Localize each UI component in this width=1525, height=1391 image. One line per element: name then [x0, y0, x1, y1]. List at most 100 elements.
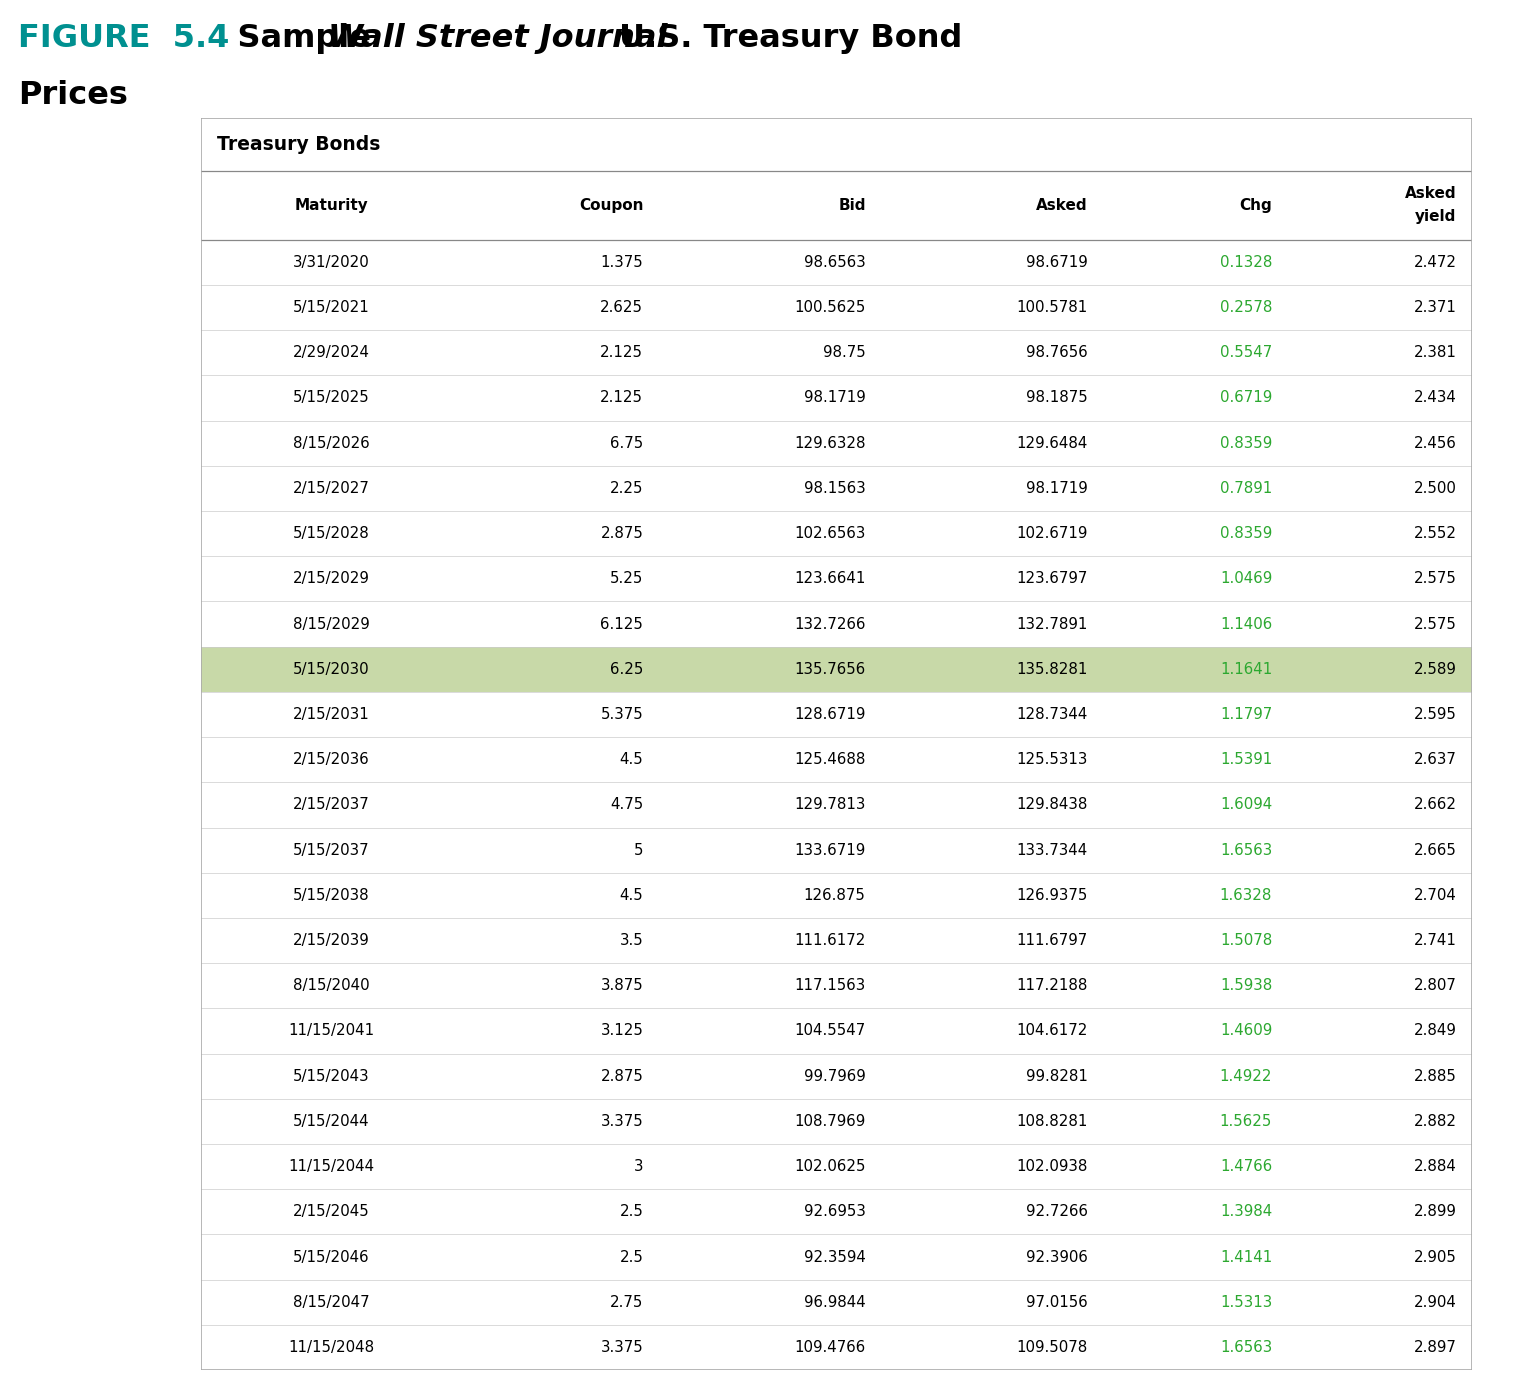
Text: 1.5938: 1.5938	[1220, 978, 1272, 993]
Text: 129.7813: 129.7813	[795, 797, 866, 812]
Text: 2.905: 2.905	[1414, 1249, 1456, 1264]
Text: 2/15/2036: 2/15/2036	[293, 753, 371, 768]
Bar	[201, 782, 1472, 828]
Bar	[201, 420, 1472, 466]
Text: 2.882: 2.882	[1414, 1114, 1456, 1129]
Text: 5/15/2025: 5/15/2025	[293, 391, 371, 405]
Text: 1.0469: 1.0469	[1220, 572, 1272, 587]
Text: 1.6094: 1.6094	[1220, 797, 1272, 812]
Text: 3.375: 3.375	[601, 1114, 644, 1129]
Text: 135.8281: 135.8281	[1017, 662, 1087, 677]
Text: Chg: Chg	[1240, 198, 1272, 213]
Text: 128.6719: 128.6719	[795, 707, 866, 722]
Text: 109.4766: 109.4766	[795, 1340, 866, 1355]
Bar	[201, 1324, 1472, 1370]
Text: 100.5625: 100.5625	[795, 300, 866, 314]
Text: 2/15/2029: 2/15/2029	[293, 572, 371, 587]
Text: 98.1563: 98.1563	[804, 481, 866, 495]
Text: 2.807: 2.807	[1414, 978, 1456, 993]
Text: 2.575: 2.575	[1414, 616, 1456, 632]
Text: 1.4922: 1.4922	[1220, 1068, 1272, 1084]
Text: 104.5547: 104.5547	[795, 1024, 866, 1039]
Text: 97.0156: 97.0156	[1026, 1295, 1087, 1310]
Bar	[201, 737, 1472, 782]
Text: 129.8438: 129.8438	[1017, 797, 1087, 812]
Text: 3.125: 3.125	[601, 1024, 644, 1039]
Bar	[201, 872, 1472, 918]
Bar	[201, 918, 1472, 963]
Bar	[201, 510, 1472, 556]
Text: 8/15/2040: 8/15/2040	[293, 978, 371, 993]
Text: 123.6641: 123.6641	[795, 572, 866, 587]
Text: 11/15/2041: 11/15/2041	[288, 1024, 375, 1039]
Text: 1.3984: 1.3984	[1220, 1205, 1272, 1220]
Text: 2.637: 2.637	[1414, 753, 1456, 768]
Text: 2/15/2031: 2/15/2031	[293, 707, 371, 722]
Text: 117.1563: 117.1563	[795, 978, 866, 993]
Text: 0.5547: 0.5547	[1220, 345, 1272, 360]
Text: 2.741: 2.741	[1414, 933, 1456, 949]
Text: 1.1406: 1.1406	[1220, 616, 1272, 632]
Text: 5/15/2037: 5/15/2037	[293, 843, 371, 858]
Text: 3.875: 3.875	[601, 978, 644, 993]
Text: 1.1797: 1.1797	[1220, 707, 1272, 722]
Text: 104.6172: 104.6172	[1017, 1024, 1087, 1039]
Text: 111.6172: 111.6172	[795, 933, 866, 949]
Text: yield: yield	[1415, 209, 1456, 224]
Text: 2.904: 2.904	[1414, 1295, 1456, 1310]
Bar	[201, 171, 1472, 239]
Text: 1.1641: 1.1641	[1220, 662, 1272, 677]
Text: Sample: Sample	[194, 22, 381, 54]
Text: 132.7266: 132.7266	[795, 616, 866, 632]
Text: 2.849: 2.849	[1414, 1024, 1456, 1039]
Text: 92.3594: 92.3594	[804, 1249, 866, 1264]
Text: 108.7969: 108.7969	[795, 1114, 866, 1129]
Text: 1.5078: 1.5078	[1220, 933, 1272, 949]
Text: 2.456: 2.456	[1414, 435, 1456, 451]
Text: 2.75: 2.75	[610, 1295, 644, 1310]
Bar	[201, 1234, 1472, 1280]
Text: 1.5625: 1.5625	[1220, 1114, 1272, 1129]
Bar	[201, 376, 1472, 420]
Text: 99.7969: 99.7969	[804, 1068, 866, 1084]
Text: 2.5: 2.5	[619, 1205, 644, 1220]
Text: 0.8359: 0.8359	[1220, 435, 1272, 451]
Text: 98.7656: 98.7656	[1026, 345, 1087, 360]
Text: 2.125: 2.125	[601, 391, 644, 405]
Bar	[201, 239, 1472, 285]
Text: Maturity: Maturity	[294, 198, 369, 213]
Bar	[201, 118, 1472, 171]
Text: 2.625: 2.625	[601, 300, 644, 314]
Text: 102.6563: 102.6563	[795, 526, 866, 541]
Text: 125.5313: 125.5313	[1017, 753, 1087, 768]
Text: 129.6328: 129.6328	[795, 435, 866, 451]
Text: 11/15/2044: 11/15/2044	[288, 1159, 375, 1174]
Text: 1.375: 1.375	[601, 255, 644, 270]
Text: 2.662: 2.662	[1414, 797, 1456, 812]
Bar	[201, 647, 1472, 691]
Text: 2/15/2037: 2/15/2037	[293, 797, 371, 812]
Text: 108.8281: 108.8281	[1017, 1114, 1087, 1129]
Text: 98.1719: 98.1719	[804, 391, 866, 405]
Text: Coupon: Coupon	[580, 198, 644, 213]
Text: 2.595: 2.595	[1414, 707, 1456, 722]
Text: 98.6563: 98.6563	[804, 255, 866, 270]
Text: 133.7344: 133.7344	[1017, 843, 1087, 858]
Text: 99.8281: 99.8281	[1026, 1068, 1087, 1084]
Text: 1.5313: 1.5313	[1220, 1295, 1272, 1310]
Bar	[201, 1008, 1472, 1053]
Text: 4.5: 4.5	[619, 887, 644, 903]
Text: 92.7266: 92.7266	[1026, 1205, 1087, 1220]
Text: 2.25: 2.25	[610, 481, 644, 495]
Text: 126.875: 126.875	[804, 887, 866, 903]
Text: 2.552: 2.552	[1414, 526, 1456, 541]
Text: 11/15/2048: 11/15/2048	[288, 1340, 375, 1355]
Text: 0.2578: 0.2578	[1220, 300, 1272, 314]
Text: 2.897: 2.897	[1414, 1340, 1456, 1355]
Text: 2.875: 2.875	[601, 1068, 644, 1084]
Text: 5: 5	[634, 843, 644, 858]
Bar	[201, 828, 1472, 872]
Text: 1.6563: 1.6563	[1220, 843, 1272, 858]
Text: 3/31/2020: 3/31/2020	[293, 255, 371, 270]
Bar	[201, 1280, 1472, 1324]
